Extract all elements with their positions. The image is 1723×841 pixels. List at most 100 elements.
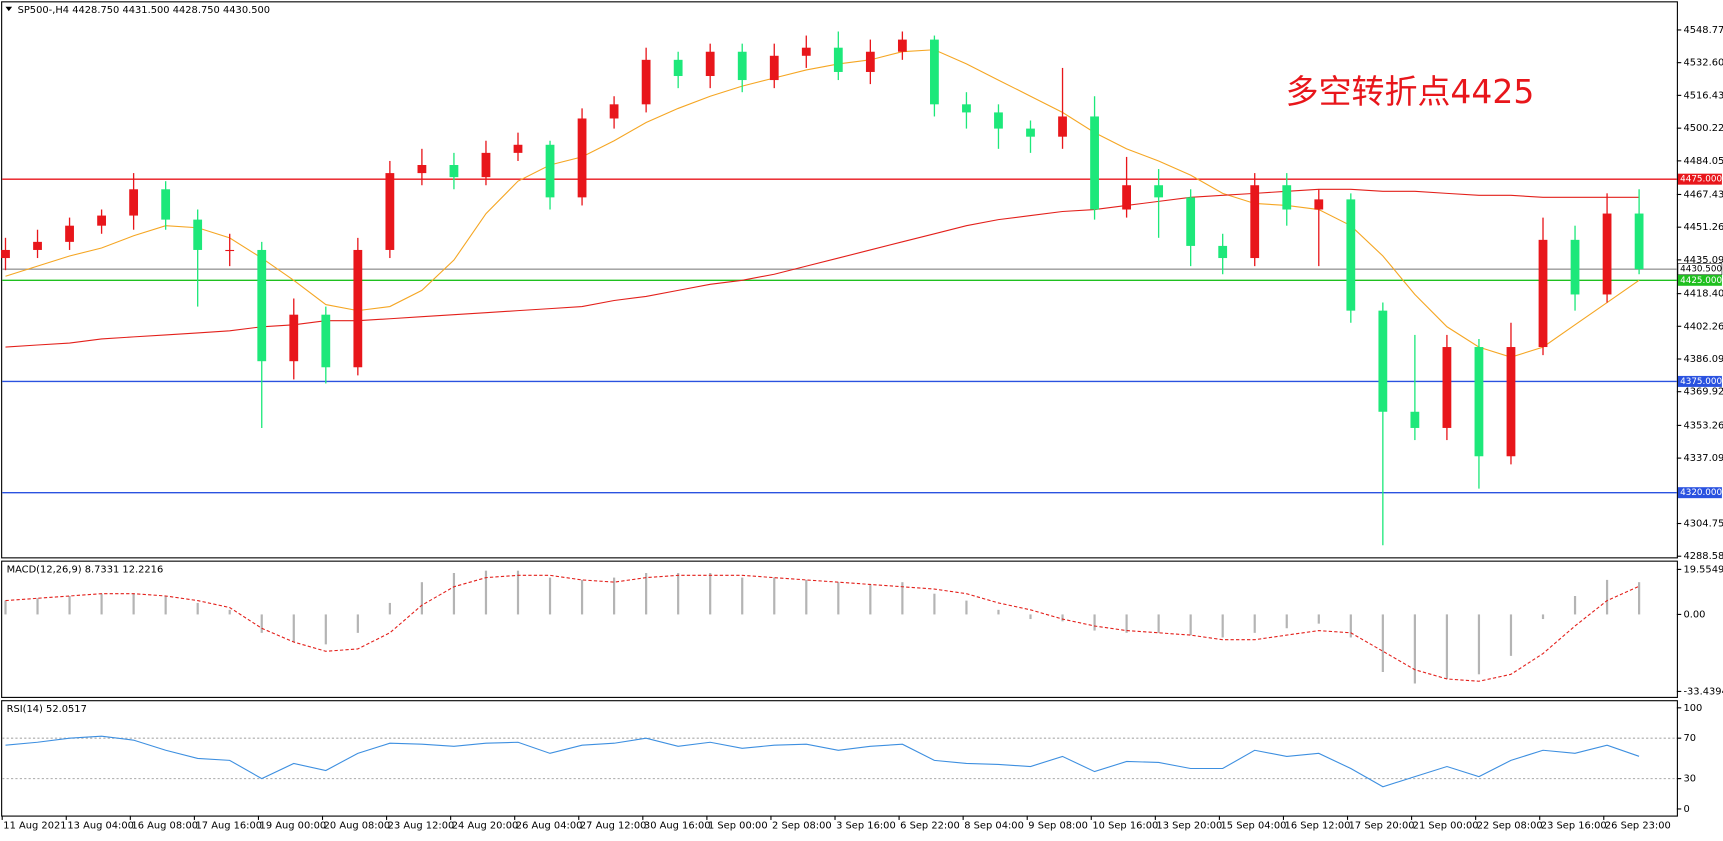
annotation: 多空转折点4425 — [1286, 72, 1535, 111]
x-tick-label: 10 Sep 16:00 — [1092, 820, 1158, 831]
x-tick-label: 3 Sep 16:00 — [836, 820, 896, 831]
level-label: 4475.000 — [1680, 175, 1722, 185]
rsi-frame — [1, 700, 1678, 817]
candle-body — [1026, 128, 1035, 137]
x-tick-label: 26 Sep 23:00 — [1605, 820, 1671, 831]
candle-body — [930, 39, 939, 105]
moving-average — [5, 188, 1640, 348]
candle-body — [1090, 116, 1099, 210]
candle-body — [1154, 185, 1164, 198]
x-tick-label: 13 Sep 20:00 — [1156, 820, 1222, 831]
x-tick-label: 30 Aug 16:00 — [644, 820, 711, 831]
candle-body — [1634, 213, 1644, 270]
y-tick-label: -33.4394 — [1683, 686, 1723, 697]
candle-body — [865, 51, 875, 72]
level-label-box — [1677, 173, 1722, 185]
x-tick-label: 21 Sep 00:00 — [1413, 820, 1479, 831]
moving-average — [5, 49, 1640, 358]
y-tick-label: 0 — [1683, 804, 1689, 815]
candle-body — [129, 189, 139, 216]
candle-body — [513, 144, 523, 153]
x-tick-label: 17 Sep 20:00 — [1349, 820, 1415, 831]
x-tick-label: 16 Sep 12:00 — [1285, 820, 1351, 831]
x-tick-label: 24 Aug 20:00 — [452, 820, 519, 831]
level-label: 4425.000 — [1680, 276, 1722, 286]
level-label-box — [1677, 487, 1722, 499]
candle-body — [545, 144, 555, 198]
y-tick-label: 70 — [1683, 733, 1696, 744]
candle-body — [481, 152, 491, 178]
level-label: 4430.500 — [1680, 265, 1722, 275]
x-tick-label: 22 Sep 08:00 — [1477, 820, 1543, 831]
macd-frame — [1, 560, 1678, 698]
candle-body — [33, 241, 42, 250]
dropdown-icon — [5, 6, 13, 12]
candle-body — [257, 249, 267, 362]
candle-body — [1378, 310, 1388, 412]
y-tick-label: 4304.750 — [1683, 519, 1723, 530]
candle-body — [193, 219, 203, 250]
candle-body — [1506, 347, 1516, 457]
y-tick-label: 4418.400 — [1683, 289, 1723, 300]
x-tick-label: 27 Aug 12:00 — [580, 820, 647, 831]
y-tick-label: 4435.090 — [1683, 255, 1723, 266]
y-tick-label: 4532.600 — [1683, 58, 1723, 69]
x-tick-label: 2 Sep 08:00 — [772, 820, 832, 831]
y-tick-label: 4288.580 — [1683, 551, 1723, 562]
candle-body — [321, 314, 331, 368]
candle-body — [1442, 347, 1452, 428]
y-tick-label: 4500.220 — [1683, 123, 1723, 134]
candle-body — [737, 51, 747, 81]
candle-body — [1410, 411, 1420, 428]
candle-body — [609, 104, 619, 119]
y-tick-label: 4386.090 — [1683, 354, 1723, 365]
candle-body — [577, 118, 587, 198]
x-tick-label: 16 Aug 08:00 — [131, 820, 198, 831]
y-tick-label: 4548.770 — [1683, 25, 1723, 36]
y-tick-label: 4451.260 — [1683, 222, 1723, 233]
y-tick-label: 4369.920 — [1683, 387, 1723, 398]
candle-body — [673, 59, 683, 77]
candle-body — [769, 55, 779, 81]
x-tick-label: 13 Aug 04:00 — [67, 820, 134, 831]
price-header: SP500-,H4 4428.750 4431.500 4428.750 443… — [18, 5, 271, 16]
candle-body — [801, 47, 811, 56]
x-tick-label: 1 Sep 00:00 — [708, 820, 768, 831]
candle-body — [417, 165, 427, 174]
candle-body — [1218, 245, 1228, 259]
x-tick-label: 23 Aug 12:00 — [388, 820, 455, 831]
candle-body — [385, 173, 395, 250]
y-tick-label: 4516.430 — [1683, 90, 1723, 101]
candle-body — [449, 165, 459, 178]
x-tick-label: 6 Sep 22:00 — [900, 820, 960, 831]
candle-body — [1314, 199, 1324, 210]
rsi-header: RSI(14) 52.0517 — [7, 704, 87, 715]
y-tick-label: 19.5549 — [1683, 564, 1723, 575]
level-label-box — [1677, 274, 1722, 286]
y-tick-label: 4402.260 — [1683, 321, 1723, 332]
frames — [1, 1, 1678, 817]
macd-signal — [5, 574, 1640, 682]
x-tick-label: 19 Aug 00:00 — [260, 820, 327, 831]
candle-body — [161, 189, 171, 220]
y-tick-label: 30 — [1683, 774, 1696, 785]
x-tick-label: 8 Sep 04:00 — [964, 820, 1024, 831]
candle-body — [1186, 197, 1196, 246]
candle-body — [1538, 239, 1548, 348]
candle-body — [1282, 185, 1292, 210]
level-label-box — [1677, 263, 1723, 275]
y-tick-label: 4484.050 — [1683, 156, 1723, 167]
y-tick-label: 4467.430 — [1683, 189, 1723, 200]
x-tick-label: 15 Sep 04:00 — [1220, 820, 1286, 831]
level-label: 4375.000 — [1680, 377, 1722, 387]
x-tick-label: 17 Aug 16:00 — [195, 820, 262, 831]
candle-body — [1, 249, 10, 259]
candle-body — [1570, 239, 1580, 295]
candle-body — [65, 225, 74, 242]
x-tick-label: 26 Aug 04:00 — [516, 820, 583, 831]
candle-body — [225, 249, 235, 252]
y-tick-label: 4353.260 — [1683, 420, 1723, 431]
candle-body — [97, 215, 106, 226]
